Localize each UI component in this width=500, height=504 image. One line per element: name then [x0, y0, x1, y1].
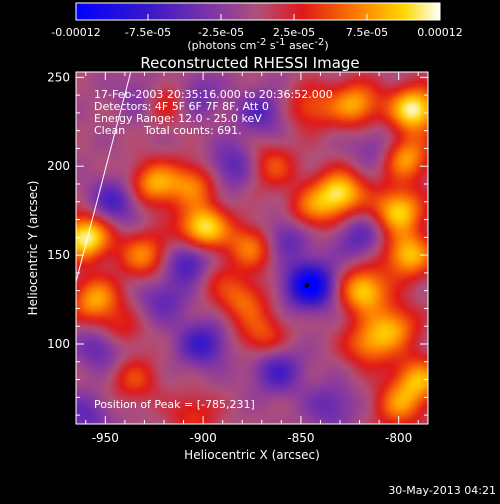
y-tick-label: 250 [47, 70, 70, 84]
colorbar-tick-label: 2.5e-05 [273, 26, 315, 39]
plot-frame [75, 71, 429, 425]
y-tick-label: 100 [47, 337, 70, 351]
colorbar-unit-label: (photons cm-2 s-1 asec-2) [187, 37, 328, 52]
colorbar-tick-label: -7.5e-05 [125, 26, 171, 39]
annotation-method: Clean [94, 124, 125, 137]
colorbar-tick-label: -0.00012 [51, 26, 100, 39]
colorbar-ticks [75, 14, 441, 20]
x-tick-label: -850 [287, 431, 314, 445]
y-tick-label: 200 [47, 159, 70, 173]
x-tick-label: -950 [92, 431, 119, 445]
footer-date: 30-May-2013 04:21 [388, 484, 496, 497]
y-axis-label: Heliocentric Y (arcsec) [26, 181, 40, 316]
x-axis-label: Heliocentric X (arcsec) [184, 448, 320, 462]
y-tick-label: 150 [47, 248, 70, 262]
annotation-time: 17-Feb-2003 20:35:16.000 to 20:36:52.000 [94, 88, 333, 101]
annotation-detectors: Detectors: 4F 5F 6F 7F 8F, Att 0 [94, 100, 269, 113]
peak-marker [304, 283, 309, 288]
solar-limb-line [76, 72, 132, 282]
annotation-peak: Position of Peak = [-785,231] [94, 398, 255, 411]
x-tick-label: -800 [385, 431, 412, 445]
chart-title: Reconstructed RHESSI Image [140, 54, 359, 72]
colorbar-tick-label: -2.5e-05 [198, 26, 244, 39]
colorbar-tick-label: 7.5e-05 [346, 26, 388, 39]
colorbar-tick-label: 0.00012 [417, 26, 463, 39]
colorbar [75, 2, 441, 21]
x-tick-label: -900 [189, 431, 216, 445]
annotation-counts: Total counts: 691. [143, 124, 242, 137]
axis-ticks [76, 72, 428, 424]
heatmap-image [76, 72, 428, 424]
annotation-energy: Energy Range: 12.0 - 25.0 keV [94, 112, 262, 125]
